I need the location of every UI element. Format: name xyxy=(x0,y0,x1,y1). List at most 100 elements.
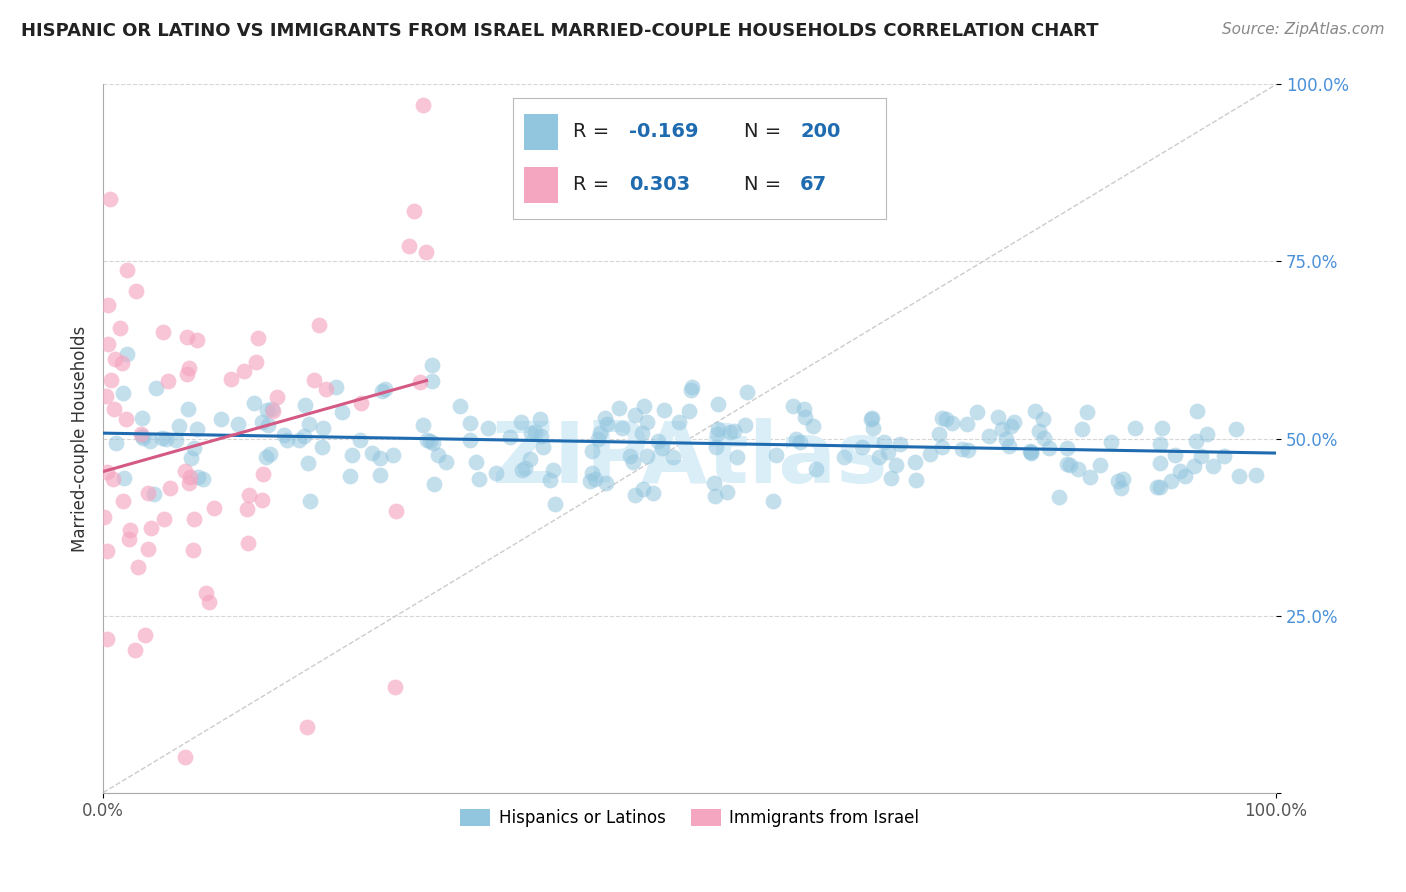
Point xyxy=(762,493,785,508)
Point xyxy=(477,421,499,435)
Point xyxy=(415,244,437,259)
Point xyxy=(104,351,127,366)
Point xyxy=(96,465,118,479)
Point xyxy=(1174,468,1197,483)
Point xyxy=(624,488,647,502)
Point xyxy=(586,432,609,446)
Point xyxy=(232,364,254,378)
Point xyxy=(412,97,434,112)
Point xyxy=(1000,418,1022,433)
Point xyxy=(515,460,537,475)
Point xyxy=(118,523,141,537)
Point xyxy=(174,750,197,764)
Point xyxy=(607,401,630,415)
Point xyxy=(209,412,232,426)
Point xyxy=(219,372,242,386)
Point xyxy=(98,192,121,206)
Point xyxy=(420,374,443,388)
Point xyxy=(1032,431,1054,445)
Text: 0.303: 0.303 xyxy=(628,176,690,194)
Point xyxy=(987,409,1010,424)
Point xyxy=(180,450,202,465)
Point xyxy=(350,396,373,410)
Point xyxy=(422,358,444,372)
Point xyxy=(93,510,115,524)
Point xyxy=(247,331,270,345)
Point xyxy=(191,472,214,486)
Point xyxy=(935,411,957,425)
Point xyxy=(422,436,444,450)
Point xyxy=(716,485,738,500)
Point xyxy=(1185,434,1208,448)
Point xyxy=(994,432,1017,446)
Point xyxy=(131,429,153,443)
Point xyxy=(427,449,450,463)
Point xyxy=(198,594,221,608)
Point xyxy=(273,427,295,442)
Point xyxy=(266,390,288,404)
Point xyxy=(174,464,197,478)
Point xyxy=(1195,427,1218,442)
Point xyxy=(623,408,645,422)
Point xyxy=(1002,415,1025,429)
Point xyxy=(735,384,758,399)
Point xyxy=(371,384,394,399)
Point xyxy=(458,434,481,448)
Point xyxy=(904,454,927,468)
Point xyxy=(595,417,617,431)
Point xyxy=(368,467,391,482)
Point xyxy=(647,434,669,449)
Point xyxy=(785,432,807,446)
Point xyxy=(531,440,554,454)
Point xyxy=(94,389,117,403)
Point xyxy=(804,462,827,476)
Point xyxy=(718,425,741,439)
Point xyxy=(142,486,165,500)
Point xyxy=(782,399,804,413)
Point xyxy=(1146,480,1168,494)
Point xyxy=(103,402,125,417)
Point xyxy=(150,431,173,445)
Point xyxy=(873,434,896,449)
Point xyxy=(422,477,444,491)
Point xyxy=(1032,412,1054,426)
Point xyxy=(368,450,391,465)
Point xyxy=(636,415,658,429)
Point xyxy=(859,411,882,425)
Point xyxy=(315,382,337,396)
Point xyxy=(904,474,927,488)
Point xyxy=(262,401,284,416)
Point xyxy=(1149,456,1171,470)
Point xyxy=(619,449,641,463)
Point xyxy=(725,450,748,464)
Point xyxy=(1019,445,1042,459)
Point xyxy=(124,643,146,657)
Point xyxy=(1111,472,1133,486)
Point xyxy=(578,474,600,488)
FancyBboxPatch shape xyxy=(524,167,558,202)
Point xyxy=(186,421,208,435)
Point xyxy=(139,521,162,535)
Point xyxy=(1182,459,1205,474)
Point xyxy=(153,512,176,526)
Point xyxy=(250,415,273,429)
Point xyxy=(636,449,658,463)
Point xyxy=(1019,446,1042,460)
Point xyxy=(931,440,953,454)
Point xyxy=(529,411,551,425)
Point xyxy=(187,470,209,484)
Point xyxy=(226,417,249,431)
Point xyxy=(707,397,730,411)
Point xyxy=(1067,462,1090,476)
Point xyxy=(139,434,162,448)
Point xyxy=(723,425,745,439)
Point xyxy=(651,442,673,456)
Point xyxy=(1149,437,1171,451)
Point xyxy=(177,401,200,416)
Point xyxy=(794,410,817,425)
Point xyxy=(159,481,181,495)
Point xyxy=(412,418,434,433)
Point xyxy=(633,399,655,413)
Point xyxy=(543,497,565,511)
Point xyxy=(1107,474,1129,488)
